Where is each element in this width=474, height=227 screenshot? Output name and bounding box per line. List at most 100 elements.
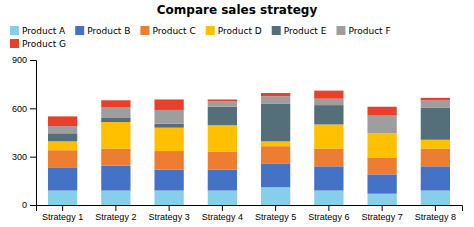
bar xyxy=(101,191,130,206)
bar xyxy=(261,141,290,146)
bar xyxy=(101,166,130,191)
x-tick-label: Strategy 7 xyxy=(362,212,403,222)
bar xyxy=(48,141,77,150)
x-tick-mark xyxy=(275,205,276,211)
legend-item: Product F xyxy=(336,26,390,36)
bar xyxy=(367,174,396,193)
bar xyxy=(421,100,450,107)
bar xyxy=(101,122,130,149)
legend-swatch xyxy=(272,26,281,35)
legend-item: Product E xyxy=(272,26,327,36)
legend-label: Product F xyxy=(348,26,390,36)
bar xyxy=(314,149,343,167)
bar xyxy=(154,110,183,124)
bar xyxy=(421,108,450,140)
y-tick-mark xyxy=(30,205,36,206)
bars xyxy=(48,91,450,205)
bar xyxy=(208,191,237,206)
bar xyxy=(48,133,77,141)
x-tick-label: Strategy 5 xyxy=(255,212,296,222)
bar xyxy=(367,157,396,174)
bar xyxy=(48,168,77,191)
series xyxy=(48,104,450,142)
y-axis: 0 300 600 900 xyxy=(12,55,37,210)
y-tick: 300 xyxy=(12,152,36,162)
legend-label: Product C xyxy=(152,26,195,36)
y-tick-mark xyxy=(30,157,36,158)
bar xyxy=(367,133,396,157)
bar xyxy=(101,149,130,166)
legend-label: Product E xyxy=(284,26,327,36)
x-tick-mark xyxy=(115,205,116,211)
x-tick: Strategy 4 xyxy=(202,205,243,222)
bar xyxy=(208,152,237,170)
bar xyxy=(208,125,237,152)
legend: Product A Product B Product C Product D Prod… xyxy=(10,26,391,49)
bar xyxy=(261,96,290,103)
bar xyxy=(261,164,290,187)
x-tick: Strategy 7 xyxy=(362,205,403,222)
x-axis-line xyxy=(37,206,463,212)
plot: 0300600900Strategy 1Strategy 2Strategy 3… xyxy=(12,55,463,222)
legend-item: Product D xyxy=(206,26,262,36)
bar xyxy=(367,107,396,116)
y-tick-label: 0 xyxy=(22,200,27,210)
legend-item: Product B xyxy=(75,26,130,36)
x-tick-label: Strategy 6 xyxy=(308,212,349,222)
x-tick-mark xyxy=(169,205,170,211)
bar xyxy=(314,191,343,206)
chart: Compare sales strategyProduct AProduct B… xyxy=(0,0,474,227)
bar xyxy=(48,191,77,206)
legend-label: Product G xyxy=(22,39,66,49)
bar xyxy=(314,124,343,148)
x-tick: Strategy 5 xyxy=(255,205,296,222)
bar xyxy=(208,99,237,101)
y-tick-label: 600 xyxy=(12,104,27,114)
legend-label: Product A xyxy=(22,26,66,36)
x-tick-mark xyxy=(222,205,223,211)
bar xyxy=(367,116,396,134)
y-tick-mark xyxy=(30,108,36,109)
bar xyxy=(154,128,183,151)
legend-label: Product D xyxy=(218,26,262,36)
x-tick: Strategy 1 xyxy=(42,205,83,222)
bar xyxy=(421,166,450,190)
bar xyxy=(421,140,450,149)
legend-swatch xyxy=(140,26,149,35)
x-tick-label: Strategy 1 xyxy=(42,212,83,222)
bar xyxy=(261,93,290,96)
x-tick: Strategy 3 xyxy=(149,205,190,222)
x-tick: Strategy 6 xyxy=(308,205,349,222)
bar xyxy=(101,100,130,107)
bar xyxy=(261,146,290,164)
series xyxy=(48,96,450,133)
y-tick-label: 900 xyxy=(12,55,27,65)
legend-swatch xyxy=(206,26,215,35)
legend-item: Product C xyxy=(140,26,195,36)
bar xyxy=(367,194,396,205)
bar xyxy=(48,116,77,126)
y-tick-label: 300 xyxy=(12,152,27,162)
bar xyxy=(314,91,343,99)
y-axis-line xyxy=(30,61,37,206)
series xyxy=(48,91,450,126)
legend-swatch xyxy=(75,26,84,35)
bar xyxy=(261,104,290,142)
bar xyxy=(314,99,343,105)
y-tick-mark xyxy=(30,60,36,61)
legend-item: Product G xyxy=(10,39,66,49)
bar xyxy=(154,170,183,191)
x-tick-label: Strategy 8 xyxy=(415,212,456,222)
bar xyxy=(48,150,77,168)
y-tick: 600 xyxy=(12,104,36,114)
bar xyxy=(101,108,130,118)
bar xyxy=(314,105,343,124)
bar xyxy=(421,191,450,206)
legend-item: Product A xyxy=(10,26,66,36)
y-tick: 0 xyxy=(22,200,36,210)
bar xyxy=(154,99,183,109)
bar xyxy=(208,170,237,191)
x-tick: Strategy 8 xyxy=(415,205,456,222)
legend-swatch xyxy=(10,39,19,48)
bar xyxy=(154,191,183,206)
